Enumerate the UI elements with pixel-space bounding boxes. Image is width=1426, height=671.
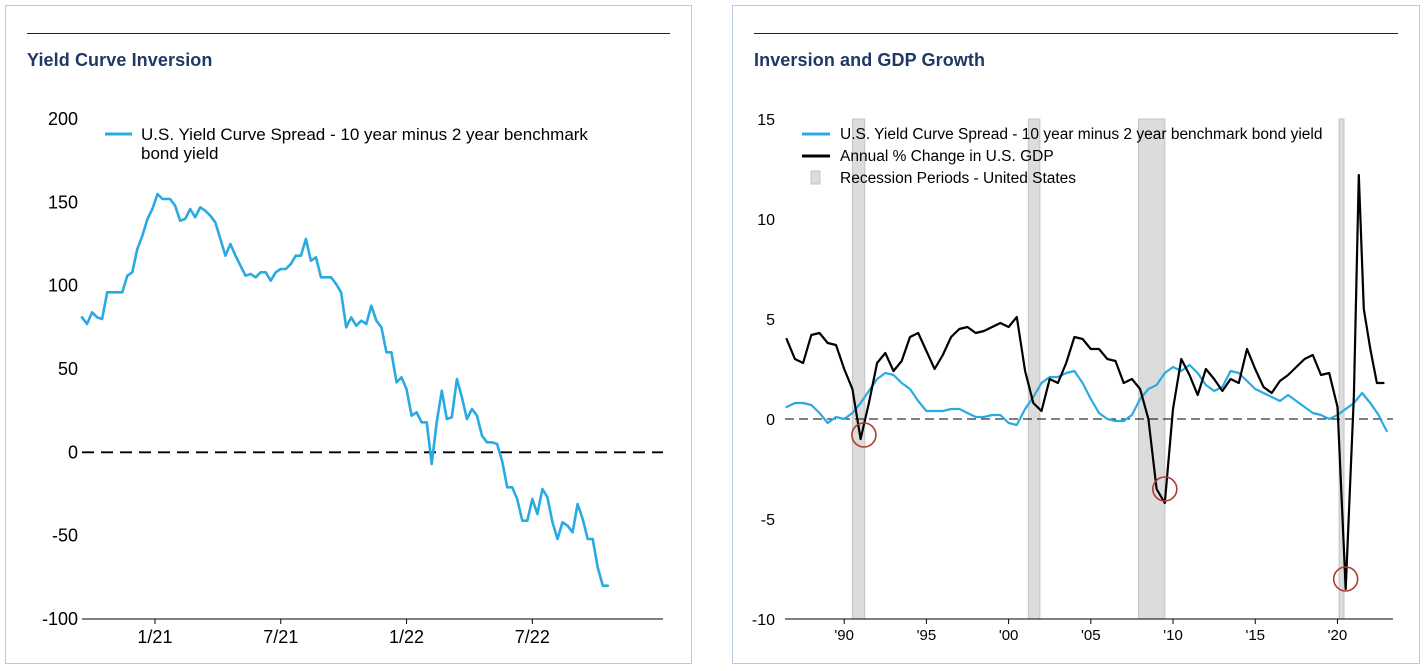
yield-spread-line [785,363,1388,433]
panel-top-rule [754,33,1398,34]
recession-band [1027,118,1041,620]
x-tick-label: 1/21 [137,627,172,647]
y-tick-label: -50 [52,526,78,546]
legend-label-line: U.S. Yield Curve Spread - 10 year minus … [141,125,588,144]
gdp-growth-chart: 15 10 5 0 -5 -10 '90 '95 '00 '05 '10 '15 '20 U.S. Yie… [752,112,1393,644]
legend-swatch-recession [810,170,821,185]
x-tick-label: '15 [1245,627,1265,644]
yield-curve-chart: 200 150 100 50 0 -50 -100 1/21 7/21 1/22 7/22 U.S. … [42,109,663,647]
chart-panel-yield-curve: Yield Curve Inversion 200 150 100 50 0 -50 -10… [5,5,692,664]
yield-spread-line [80,192,610,587]
recession-band [851,118,866,620]
y-tick-label: 0 [766,412,775,429]
y-tick-label: -10 [752,612,775,629]
x-tick-label: 7/22 [515,627,550,647]
x-tick-label: '90 [834,627,854,644]
legend-label: U.S. Yield Curve Spread - 10 year minus … [840,126,1322,143]
x-tick-label: '05 [1081,627,1101,644]
trough-highlight-circle [851,422,877,448]
y-tick-label: 15 [757,112,775,129]
x-tick-label: '10 [1163,627,1183,644]
recession-band [1138,118,1166,620]
legend-label: Recession Periods - United States [840,170,1076,187]
legend-label: Annual % Change in U.S. GDP [840,148,1054,165]
y-tick-label: 200 [48,109,78,129]
y-tick-label: 100 [48,276,78,296]
y-tick-label: -100 [42,609,78,629]
trough-highlight-circle [1152,476,1178,502]
x-tick-label: '95 [917,627,937,644]
x-tick-label: 7/21 [263,627,298,647]
y-tick-label: -5 [761,512,775,529]
x-tick-label: 1/22 [389,627,424,647]
y-tick-label: 150 [48,192,78,212]
y-tick-label: 5 [766,312,775,329]
chart-title: Inversion and GDP Growth [754,50,986,70]
chart-title: Yield Curve Inversion [27,50,213,70]
x-tick-label: '00 [999,627,1019,644]
y-tick-label: 50 [58,359,78,379]
panel-top-rule [27,33,670,34]
y-tick-label: 10 [757,212,775,229]
gdp-change-line [785,173,1385,591]
legend-label-yield-spread: U.S. Yield Curve Spread - 10 year minus … [141,125,588,163]
chart-panel-gdp-growth: Inversion and GDP Growth 15 10 5 0 -5 -10 '90 '… [732,5,1420,664]
trough-highlight-circle [1332,566,1359,592]
x-tick-label: '20 [1328,627,1348,644]
legend-label-line: bond yield [141,144,219,163]
y-tick-label: 0 [68,442,78,462]
